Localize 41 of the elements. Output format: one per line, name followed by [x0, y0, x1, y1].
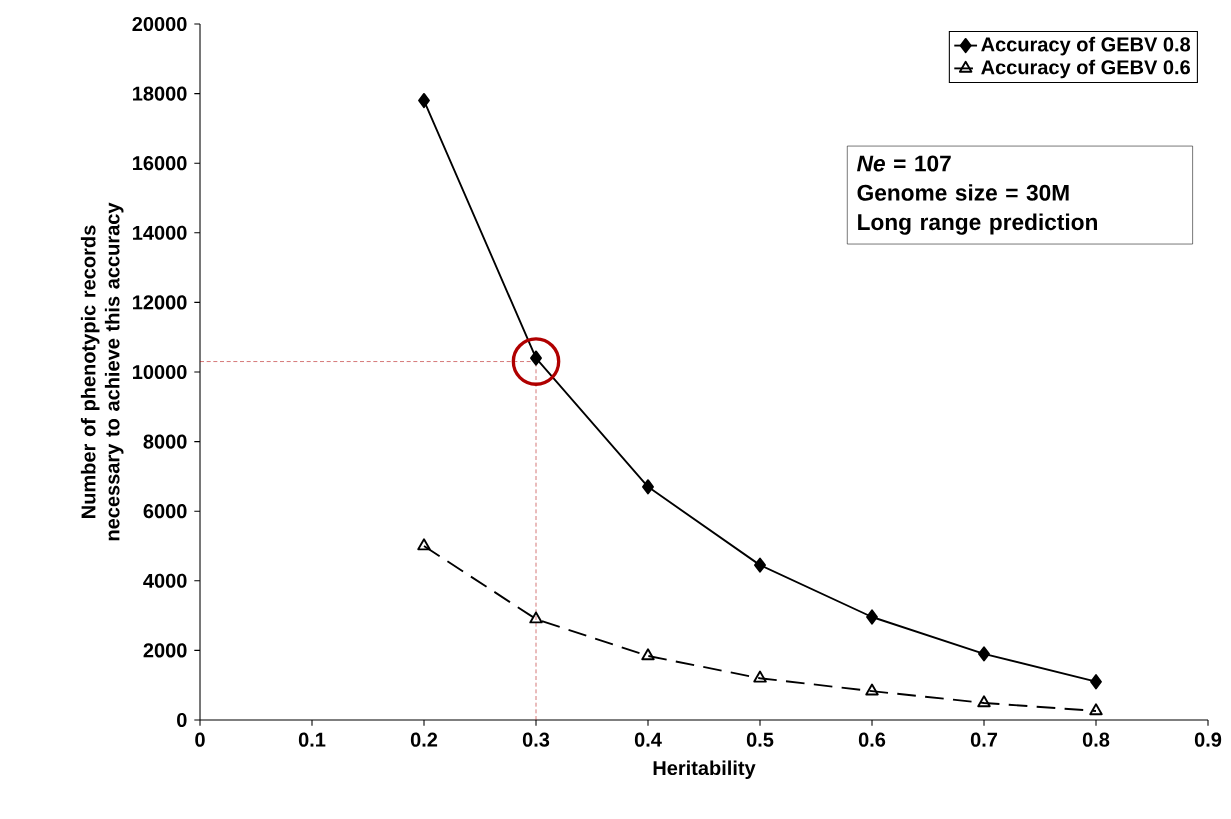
point	[529, 611, 543, 624]
y-tick-label: 0	[177, 712, 187, 728]
annotation: Genome size = 30M	[857, 184, 1069, 201]
point	[417, 538, 431, 551]
point	[865, 683, 879, 696]
point	[642, 479, 654, 495]
y-tick-label: 8000	[143, 434, 187, 449]
point	[1090, 674, 1102, 690]
y-tick-label: 6000	[143, 504, 187, 519]
y-tick-label: 4000	[143, 573, 187, 588]
point	[866, 609, 878, 625]
x-tick-label: 0.5	[746, 732, 774, 747]
y-tick-label: 20000	[132, 16, 187, 32]
x-tick-label: 0.8	[1082, 732, 1110, 747]
point	[418, 92, 430, 109]
y-tick-label: 10000	[133, 364, 187, 380]
point	[978, 646, 990, 662]
x-tick-label: 0.9	[1194, 732, 1222, 747]
y-tick-label: 12000	[133, 295, 187, 310]
point	[1089, 703, 1103, 716]
x-tick-label: 0.1	[298, 732, 326, 747]
x-axis-title: Heritability	[653, 760, 756, 780]
x-tick-label: 0.6	[858, 732, 886, 747]
point	[754, 557, 766, 573]
x-tick-label: 0.7	[970, 732, 998, 747]
x-tick-label: 0.2	[410, 732, 438, 747]
y-tick-label: 16000	[133, 156, 187, 171]
x-tick-label: 0	[195, 732, 205, 747]
y-tick-label: 18000	[133, 86, 187, 101]
point	[753, 670, 767, 683]
x-tick-label: 0.4	[634, 732, 662, 747]
y-axis-title: Number of phenotypic records necessary to achieve this accuracy	[80, 202, 124, 541]
legend-label: Accuracy of GEBV 0.8	[981, 36, 1191, 56]
annotation: Long range prediction	[858, 213, 1097, 235]
legend-label: Accuracy of GEBV 0.6	[981, 59, 1190, 79]
point	[977, 695, 991, 708]
x-tick-label: 0.3	[522, 732, 550, 747]
y-tick-label: 14000	[133, 225, 187, 240]
point	[641, 648, 655, 661]
annotation: Ne = 107	[857, 155, 951, 172]
y-tick-label: 2000	[143, 643, 187, 658]
